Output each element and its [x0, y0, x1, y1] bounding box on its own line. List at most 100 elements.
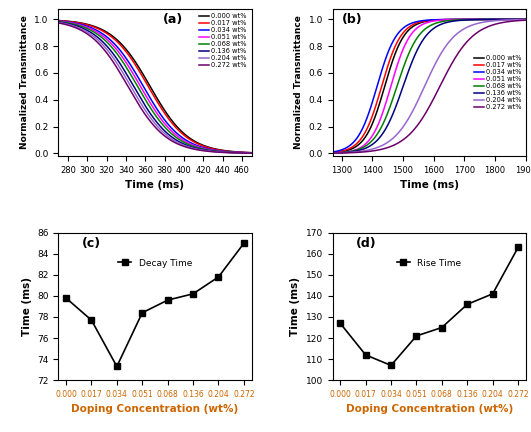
- 0.034 wt%: [249, 150, 255, 156]
- 0.034 wt%: [379, 67, 386, 72]
- 0.000 wt%: [475, 17, 481, 22]
- Rise Time: [464, 302, 470, 307]
- Decay Time: [88, 318, 95, 323]
- 0.272 wt%: [89, 35, 96, 41]
- 0.034 wt%: [417, 19, 423, 24]
- Line: Decay Time: Decay Time: [63, 240, 247, 370]
- Legend: Decay Time: Decay Time: [114, 255, 195, 271]
- 0.272 wt%: [443, 71, 450, 76]
- Rise Time: [363, 352, 369, 357]
- 0.136 wt%: [329, 150, 336, 156]
- 0.051 wt%: [105, 38, 111, 43]
- 0.034 wt%: [364, 116, 370, 121]
- 0.000 wt%: [201, 143, 207, 148]
- Legend: 0.000 wt%, 0.017 wt%, 0.034 wt%, 0.051 wt%, 0.068 wt%, 0.136 wt%, 0.204 wt%, 0.2: 0.000 wt%, 0.017 wt%, 0.034 wt%, 0.051 w…: [472, 54, 523, 111]
- Y-axis label: Time (ms): Time (ms): [22, 277, 32, 336]
- Line: 0.136 wt%: 0.136 wt%: [332, 19, 526, 153]
- Line: 0.034 wt%: 0.034 wt%: [58, 21, 252, 153]
- 0.051 wt%: [364, 140, 370, 146]
- 0.017 wt%: [143, 79, 149, 85]
- 0.000 wt%: [329, 150, 336, 156]
- 0.136 wt%: [364, 145, 370, 150]
- 0.034 wt%: [458, 17, 465, 22]
- 0.272 wt%: [249, 151, 255, 156]
- Rise Time: [337, 321, 344, 326]
- 0.204 wt%: [55, 20, 62, 25]
- 0.068 wt%: [143, 98, 149, 103]
- 0.204 wt%: [105, 48, 111, 54]
- 0.068 wt%: [329, 150, 336, 156]
- 0.034 wt%: [143, 88, 149, 93]
- 0.204 wt%: [184, 144, 191, 149]
- 0.000 wt%: [143, 76, 149, 82]
- 0.051 wt%: [89, 27, 96, 32]
- 0.034 wt%: [169, 126, 175, 131]
- 0.000 wt%: [184, 134, 191, 139]
- 0.017 wt%: [329, 150, 336, 155]
- Y-axis label: Normalized Transmittance: Normalized Transmittance: [294, 16, 303, 149]
- Line: 0.000 wt%: 0.000 wt%: [332, 19, 526, 153]
- Rise Time: [413, 334, 419, 339]
- 0.051 wt%: [458, 17, 465, 22]
- 0.272 wt%: [201, 148, 207, 153]
- 0.000 wt%: [379, 92, 386, 97]
- 0.068 wt%: [364, 143, 370, 148]
- 0.000 wt%: [417, 20, 423, 25]
- 0.204 wt%: [169, 137, 175, 142]
- 0.034 wt%: [523, 17, 529, 22]
- 0.034 wt%: [443, 17, 450, 22]
- 0.136 wt%: [475, 17, 481, 22]
- 0.136 wt%: [143, 104, 149, 109]
- Decay Time: [139, 310, 145, 315]
- X-axis label: Doping Concentration (wt%): Doping Concentration (wt%): [71, 404, 238, 414]
- 0.136 wt%: [105, 45, 111, 50]
- 0.204 wt%: [364, 148, 370, 153]
- 0.272 wt%: [329, 151, 336, 156]
- 0.034 wt%: [105, 35, 111, 41]
- 0.068 wt%: [55, 19, 62, 24]
- 0.017 wt%: [523, 17, 529, 22]
- X-axis label: Doping Concentration (wt%): Doping Concentration (wt%): [346, 404, 513, 414]
- 0.034 wt%: [201, 145, 207, 150]
- Decay Time: [190, 291, 196, 296]
- 0.034 wt%: [184, 138, 191, 143]
- Line: Rise Time: Rise Time: [337, 245, 521, 368]
- 0.136 wt%: [201, 147, 207, 152]
- 0.204 wt%: [89, 33, 96, 38]
- 0.136 wt%: [249, 150, 255, 156]
- 0.051 wt%: [55, 19, 62, 24]
- Y-axis label: Normalized Transmittance: Normalized Transmittance: [20, 16, 29, 149]
- 0.204 wt%: [458, 28, 465, 33]
- 0.051 wt%: [249, 150, 255, 156]
- 0.051 wt%: [143, 93, 149, 98]
- 0.068 wt%: [169, 132, 175, 137]
- 0.017 wt%: [169, 121, 175, 126]
- Y-axis label: Time (ms): Time (ms): [290, 277, 300, 336]
- 0.034 wt%: [475, 17, 481, 22]
- Legend: 0.000 wt%, 0.017 wt%, 0.034 wt%, 0.051 wt%, 0.068 wt%, 0.136 wt%, 0.204 wt%, 0.2: 0.000 wt%, 0.017 wt%, 0.034 wt%, 0.051 w…: [198, 12, 248, 70]
- 0.051 wt%: [523, 17, 529, 22]
- Line: 0.136 wt%: 0.136 wt%: [58, 22, 252, 153]
- Decay Time: [114, 364, 120, 369]
- 0.204 wt%: [523, 17, 529, 22]
- 0.051 wt%: [329, 150, 336, 156]
- 0.068 wt%: [89, 29, 96, 34]
- 0.051 wt%: [475, 17, 481, 22]
- 0.000 wt%: [89, 23, 96, 29]
- 0.068 wt%: [523, 17, 529, 22]
- 0.204 wt%: [475, 21, 481, 26]
- 0.068 wt%: [184, 141, 191, 146]
- 0.051 wt%: [379, 111, 386, 117]
- Legend: Rise Time: Rise Time: [393, 255, 465, 271]
- 0.136 wt%: [417, 42, 423, 48]
- Text: (d): (d): [356, 237, 376, 250]
- Line: 0.068 wt%: 0.068 wt%: [332, 19, 526, 153]
- Rise Time: [490, 291, 496, 296]
- Line: 0.034 wt%: 0.034 wt%: [332, 19, 526, 152]
- Line: 0.051 wt%: 0.051 wt%: [332, 19, 526, 153]
- 0.017 wt%: [417, 19, 423, 25]
- Decay Time: [165, 298, 171, 303]
- Line: 0.272 wt%: 0.272 wt%: [58, 23, 252, 153]
- X-axis label: Time (ms): Time (ms): [125, 180, 184, 191]
- Line: 0.017 wt%: 0.017 wt%: [332, 19, 526, 152]
